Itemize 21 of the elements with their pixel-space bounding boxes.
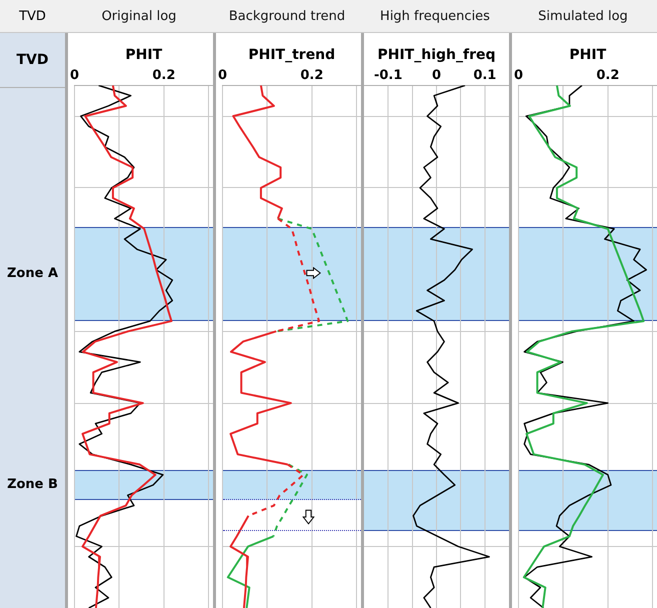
text: Zone A xyxy=(6,264,60,283)
chart-title: High frequencies xyxy=(361,0,509,33)
chart-title: Original log xyxy=(65,0,213,33)
x-axis-title: PHIT_high_freq xyxy=(377,47,496,64)
text: TVD xyxy=(0,0,65,33)
x-tick-label: 0 xyxy=(432,68,442,83)
chart-title: Simulated log xyxy=(509,0,657,33)
x-axis-title: PHIT xyxy=(569,47,607,64)
x-tick-label: 0 xyxy=(514,68,524,83)
chart-title: Background trend xyxy=(213,0,361,33)
x-tick-label: 0 xyxy=(218,68,228,83)
x-tick-label: -0.1 xyxy=(374,68,402,83)
x-tick-label: 0.2 xyxy=(596,68,620,83)
x-tick-label: 0 xyxy=(70,68,80,83)
x-axis-title: PHIT xyxy=(125,47,163,64)
x-tick-label: 0.2 xyxy=(300,68,324,83)
x-tick-label: 0.2 xyxy=(152,68,176,83)
x-axis-title: PHIT_trend xyxy=(248,47,336,64)
x-tick-label: 0.1 xyxy=(473,68,496,83)
text: Zone B xyxy=(6,476,59,494)
y-axis-title: TVD xyxy=(0,33,65,88)
